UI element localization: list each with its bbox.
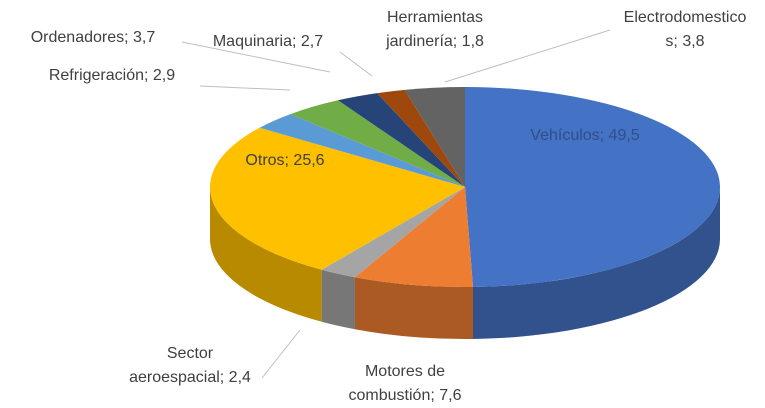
data-label: Otros; 25,6 <box>245 152 324 169</box>
slice-tops <box>209 87 720 287</box>
leader-line <box>261 329 301 379</box>
slice-side <box>354 277 474 339</box>
slice <box>465 87 720 287</box>
slice-side <box>473 187 720 339</box>
slice <box>404 87 465 187</box>
data-label: Herramientas jardinería; 1,8 <box>385 9 484 50</box>
slice-sides <box>210 187 720 339</box>
leader-line <box>199 85 291 91</box>
data-label: Sector aeroespacial; 2,4 <box>129 345 251 386</box>
slice <box>290 100 465 187</box>
slice <box>337 93 465 187</box>
data-label: Electrodomestico s; 3,8 <box>624 9 747 50</box>
slice <box>259 114 465 187</box>
leader-line <box>181 41 331 73</box>
slice <box>354 187 474 287</box>
slice <box>321 187 465 278</box>
slice <box>209 127 465 270</box>
data-label: Maquinaria; 2,7 <box>213 33 323 50</box>
data-labels: Vehículos; 49,5 Motores de combustión; 7,6… <box>31 9 747 404</box>
leader-line <box>339 51 373 77</box>
slice <box>377 89 465 187</box>
leader-lines <box>181 29 611 379</box>
data-label: Refrigeración; 2,9 <box>49 67 175 84</box>
data-label: Motores de combustión; 7,6 <box>349 363 462 404</box>
slice-side <box>210 187 322 322</box>
data-label: Vehículos; 49,5 <box>530 127 640 144</box>
data-label: Ordenadores; 3,7 <box>31 29 156 46</box>
slice-side <box>321 269 355 330</box>
leader-line <box>444 29 611 83</box>
